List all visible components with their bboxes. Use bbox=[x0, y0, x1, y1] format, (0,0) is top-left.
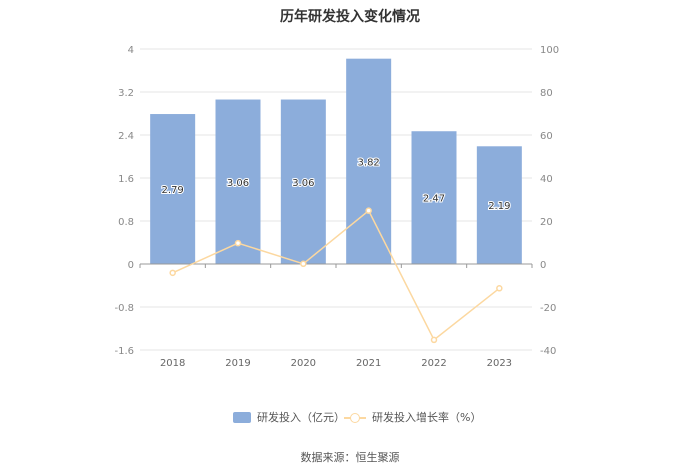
y-left-tick-label: 4 bbox=[128, 45, 134, 56]
data-labels: 2.79 3.06 3.06 3.82 2.47 2.19 bbox=[161, 156, 512, 213]
y-right-tick-label: 60 bbox=[540, 131, 553, 142]
growth-rate-point bbox=[300, 260, 307, 268]
y-left-tick-label: 2.4 bbox=[118, 131, 134, 142]
growth-rate-point bbox=[496, 285, 503, 292]
legend-item-bar[interactable]: 研发投入（亿元） bbox=[233, 409, 345, 425]
x-tick-label: 2021 bbox=[356, 358, 381, 369]
right-y-axis: 100 80 60 40 20 0 -20 -40 bbox=[540, 45, 559, 357]
bar bbox=[215, 99, 261, 265]
y-right-tick-label: 80 bbox=[540, 88, 553, 99]
y-left-tick-label: 0.8 bbox=[118, 217, 134, 228]
legend-bar-label: 研发投入（亿元） bbox=[257, 411, 345, 424]
y-right-tick-label: -40 bbox=[540, 346, 556, 357]
y-left-tick-label: 3.2 bbox=[118, 88, 134, 99]
chart-title: 历年研发投入变化情况 bbox=[280, 9, 420, 25]
y-right-tick-label: 20 bbox=[540, 217, 553, 228]
growth-rate-point bbox=[234, 239, 242, 247]
bar-value-label: 3.06 bbox=[227, 178, 249, 189]
bar bbox=[150, 114, 196, 264]
y-right-tick-label: 100 bbox=[540, 45, 559, 56]
growth-rate-point bbox=[365, 207, 372, 214]
left-y-axis: 4 3.2 2.4 1.6 0.8 0 -0.8 -1.6 bbox=[114, 45, 134, 357]
bar bbox=[476, 146, 522, 264]
legend: 研发投入（亿元） 研发投入增长率（%） bbox=[0, 409, 700, 425]
y-left-tick-label: -1.6 bbox=[114, 346, 134, 357]
bar bbox=[346, 58, 392, 264]
y-left-tick-label: 1.6 bbox=[118, 174, 134, 185]
data-source: 数据来源：恒生聚源 bbox=[300, 451, 400, 464]
bar bbox=[411, 131, 457, 264]
bar bbox=[280, 99, 326, 265]
legend-line-label: 研发投入增长率（%） bbox=[372, 411, 482, 424]
y-left-tick-label: -0.8 bbox=[114, 303, 134, 314]
growth-rate-point bbox=[169, 269, 176, 277]
y-right-tick-label: 40 bbox=[540, 174, 553, 185]
growth-rate-point bbox=[430, 336, 438, 344]
chart: 4 3.2 2.4 1.6 0.8 0 -0.8 -1.6 100 80 60 40 20 0 -20 -4… bbox=[114, 45, 559, 369]
y-right-tick-label: 0 bbox=[540, 260, 546, 271]
bar-value-label: 2.19 bbox=[488, 201, 510, 212]
bar-value-label: 2.79 bbox=[162, 185, 184, 196]
legend-bar-swatch bbox=[233, 411, 251, 423]
y-right-tick-label: -20 bbox=[540, 303, 556, 314]
bar-value-label: 3.06 bbox=[292, 178, 314, 189]
gridlines bbox=[140, 48, 532, 351]
x-tick-label: 2022 bbox=[421, 358, 446, 369]
x-tick-label: 2023 bbox=[487, 358, 512, 369]
growth-rate-line bbox=[172, 209, 500, 342]
legend-line-swatch bbox=[344, 412, 366, 423]
legend-item-line[interactable]: 研发投入增长率（%） bbox=[344, 409, 481, 425]
bar-series bbox=[150, 58, 522, 265]
line-series bbox=[169, 207, 503, 344]
x-tick-label: 2018 bbox=[160, 358, 185, 369]
y-left-tick-label: 0 bbox=[128, 260, 134, 271]
bar-value-label: 2.47 bbox=[423, 194, 445, 205]
x-tick-label: 2019 bbox=[225, 358, 250, 369]
x-axis: 2018 2019 2020 2021 2022 2023 bbox=[139, 263, 533, 369]
x-tick-label: 2020 bbox=[291, 358, 316, 369]
bar-value-label: 3.82 bbox=[358, 157, 380, 168]
